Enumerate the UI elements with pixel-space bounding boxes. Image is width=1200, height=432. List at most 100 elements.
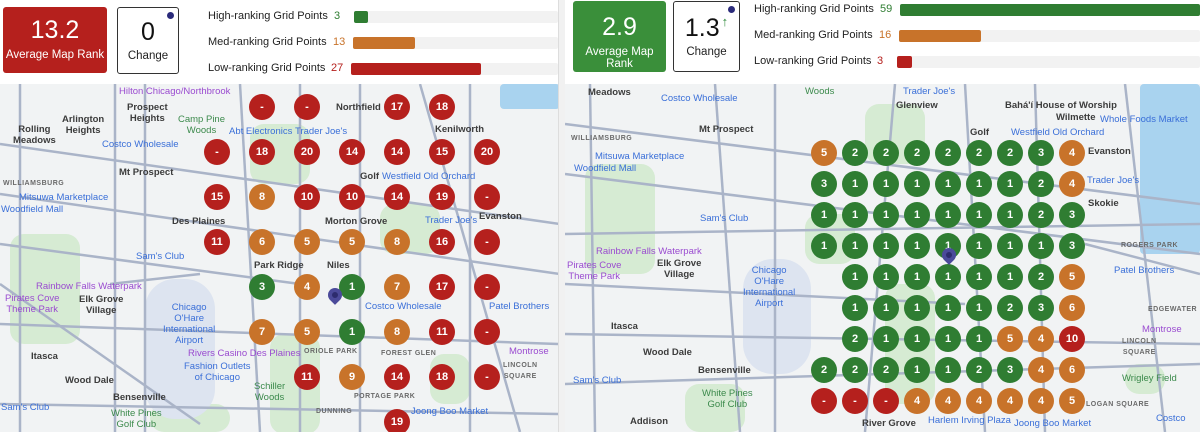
map-place-label[interactable]: Sam's Club: [573, 375, 622, 386]
map-place-label[interactable]: Pirates Cove Theme Park: [5, 293, 60, 315]
map-place-label[interactable]: WILLIAMSBURG: [3, 180, 65, 187]
map-place-label[interactable]: White Pines Golf Club: [111, 408, 162, 430]
grid-point-rank[interactable]: 1: [904, 233, 930, 259]
grid-point-rank[interactable]: 1: [842, 233, 868, 259]
map-place-label[interactable]: Kenilworth: [435, 124, 485, 135]
map-place-label[interactable]: Meadows: [588, 87, 631, 98]
map-place-label[interactable]: White Pines Golf Club: [702, 388, 753, 410]
map-place-label[interactable]: Mt Prospect: [699, 124, 754, 135]
grid-point-rank[interactable]: 14: [384, 139, 410, 165]
grid-point-rank[interactable]: 14: [384, 184, 410, 210]
map-place-label[interactable]: Sam's Club: [700, 213, 749, 224]
grid-point-rank[interactable]: 2: [997, 140, 1023, 166]
grid-point-rank[interactable]: 1: [935, 264, 961, 290]
map-place-label[interactable]: Arlington Heights: [62, 114, 105, 136]
grid-point-rank[interactable]: 11: [294, 364, 320, 390]
map-place-label[interactable]: Morton Grove: [325, 216, 388, 227]
grid-point-rank[interactable]: 19: [384, 409, 410, 432]
grid-point-rank[interactable]: 20: [294, 139, 320, 165]
grid-point-rank[interactable]: 8: [249, 184, 275, 210]
map-place-label[interactable]: EDGEWATER: [1148, 306, 1198, 313]
map-place-label[interactable]: ROGERS PARK: [1121, 242, 1179, 249]
info-icon[interactable]: [167, 12, 174, 19]
grid-point-rank[interactable]: -: [474, 184, 500, 210]
grid-point-rank[interactable]: 3: [1028, 140, 1054, 166]
grid-point-rank[interactable]: 2: [842, 140, 868, 166]
map-place-label[interactable]: Chicago O'Hare International Airport: [163, 302, 216, 346]
map-place-label[interactable]: Sam's Club: [1, 402, 50, 413]
grid-point-rank[interactable]: 1: [997, 233, 1023, 259]
grid-point-rank[interactable]: 1: [904, 171, 930, 197]
grid-point-rank[interactable]: 4: [1059, 140, 1085, 166]
map-place-label[interactable]: Evanston: [1088, 146, 1131, 157]
grid-point-rank[interactable]: 5: [1059, 388, 1085, 414]
map-place-label[interactable]: Trader Joe's: [295, 126, 348, 137]
grid-point-rank[interactable]: 15: [204, 184, 230, 210]
map-place-label[interactable]: Rainbow Falls Waterpark: [36, 281, 142, 292]
grid-point-rank[interactable]: 4: [966, 388, 992, 414]
map-place-label[interactable]: Glenview: [896, 100, 938, 111]
grid-point-rank[interactable]: 2: [1028, 264, 1054, 290]
map-place-label[interactable]: Costco Wholesale: [102, 139, 179, 150]
grid-point-rank[interactable]: 5: [339, 229, 365, 255]
grid-point-rank[interactable]: 11: [429, 319, 455, 345]
grid-point-rank[interactable]: 15: [429, 139, 455, 165]
grid-point-rank[interactable]: 1: [997, 264, 1023, 290]
grid-point-rank[interactable]: 1: [935, 295, 961, 321]
grid-point-rank[interactable]: 2: [966, 357, 992, 383]
map-place-label[interactable]: River Grove: [862, 418, 916, 429]
grid-point-rank[interactable]: 2: [811, 357, 837, 383]
grid-point-rank[interactable]: 3: [811, 171, 837, 197]
map-place-label[interactable]: LINCOLN SQUARE: [1122, 338, 1157, 356]
grid-point-rank[interactable]: 1: [966, 202, 992, 228]
grid-point-rank[interactable]: 1: [935, 202, 961, 228]
grid-point-rank[interactable]: -: [873, 388, 899, 414]
map-place-label[interactable]: Chicago O'Hare International Airport: [743, 265, 796, 309]
grid-point-rank[interactable]: 1: [935, 326, 961, 352]
grid-point-rank[interactable]: 1: [904, 326, 930, 352]
grid-point-rank[interactable]: 2: [997, 295, 1023, 321]
map-place-label[interactable]: Bahá'í House of Worship: [1005, 100, 1117, 111]
grid-point-rank[interactable]: 1: [997, 171, 1023, 197]
map-place-label[interactable]: Golf: [970, 127, 989, 138]
grid-point-rank[interactable]: 3: [249, 274, 275, 300]
info-icon[interactable]: [728, 6, 735, 13]
map-place-label[interactable]: Des Plaines: [172, 216, 226, 227]
grid-point-rank[interactable]: 1: [966, 295, 992, 321]
grid-point-rank[interactable]: 4: [1059, 171, 1085, 197]
grid-point-rank[interactable]: -: [474, 229, 500, 255]
grid-point-rank[interactable]: 5: [294, 319, 320, 345]
grid-point-rank[interactable]: 18: [249, 139, 275, 165]
map-place-label[interactable]: Mt Prospect: [119, 167, 174, 178]
map-place-label[interactable]: DUNNING: [316, 408, 353, 415]
grid-point-rank[interactable]: 1: [966, 171, 992, 197]
grid-point-rank[interactable]: 7: [384, 274, 410, 300]
grid-point-rank[interactable]: 1: [935, 171, 961, 197]
grid-point-rank[interactable]: 1: [935, 357, 961, 383]
grid-point-rank[interactable]: -: [811, 388, 837, 414]
grid-point-rank[interactable]: 2: [904, 140, 930, 166]
grid-point-rank[interactable]: 14: [384, 364, 410, 390]
map-place-label[interactable]: Woodfield Mall: [1, 204, 64, 215]
map-place-label[interactable]: Costco: [1156, 413, 1186, 424]
map-place-label[interactable]: Harlem Irving Plaza: [928, 415, 1011, 426]
map-place-label[interactable]: Joong Boo Market: [1014, 418, 1092, 429]
grid-point-rank[interactable]: 1: [966, 233, 992, 259]
map-place-label[interactable]: Patel Brothers: [489, 301, 550, 312]
map-place-label[interactable]: LOGAN SQUARE: [1086, 401, 1150, 408]
grid-point-rank[interactable]: 4: [997, 388, 1023, 414]
grid-point-rank[interactable]: 1: [904, 264, 930, 290]
grid-point-rank[interactable]: 10: [294, 184, 320, 210]
grid-point-rank[interactable]: 1: [873, 326, 899, 352]
grid-point-rank[interactable]: 18: [429, 94, 455, 120]
grid-point-rank[interactable]: -: [474, 364, 500, 390]
map-place-label[interactable]: Woodfield Mall: [574, 163, 637, 174]
map-place-label[interactable]: Wilmette: [1056, 112, 1096, 123]
grid-point-rank[interactable]: 1: [842, 171, 868, 197]
grid-point-rank[interactable]: 8: [384, 229, 410, 255]
map-place-label[interactable]: Niles: [327, 260, 350, 271]
grid-point-rank[interactable]: 6: [249, 229, 275, 255]
grid-point-rank[interactable]: 20: [474, 139, 500, 165]
grid-point-rank[interactable]: 1: [997, 202, 1023, 228]
